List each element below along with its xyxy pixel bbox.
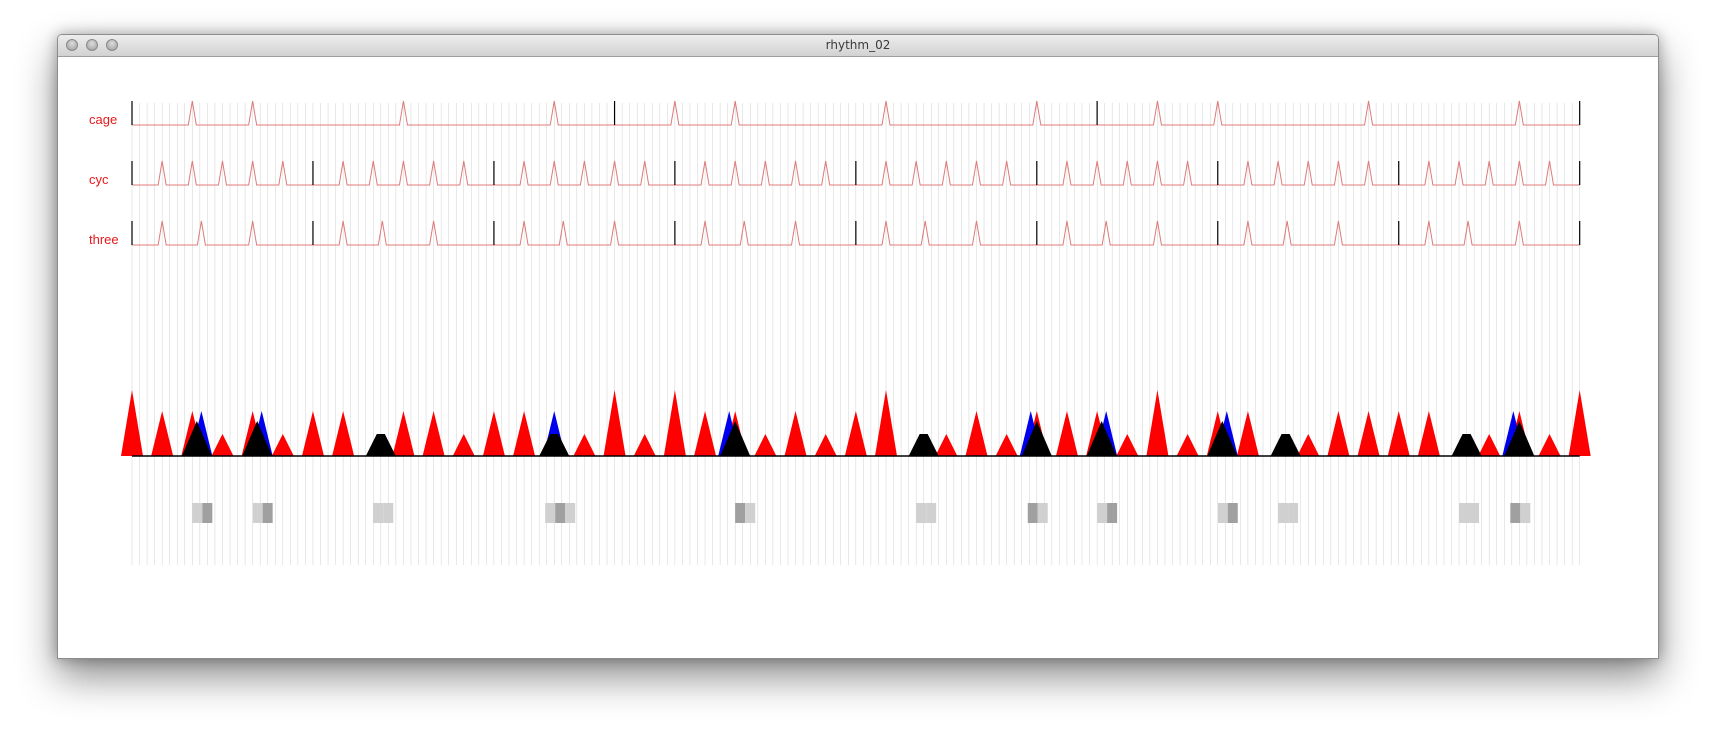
activity-cell xyxy=(1107,503,1118,523)
activity-cell xyxy=(202,503,213,523)
pulse-triangle-red xyxy=(844,411,867,456)
activity-cell xyxy=(1469,503,1480,523)
pulse-triangle-red xyxy=(301,411,324,456)
track-label-three: three xyxy=(89,232,119,247)
activity-cell xyxy=(745,503,756,523)
pulse-triangle-red xyxy=(814,434,837,456)
pulse-triangle-red xyxy=(1116,434,1139,456)
activity-cell xyxy=(555,503,566,523)
pulse-triangle-red xyxy=(271,434,294,456)
activity-cell xyxy=(545,503,556,523)
pulse-triangle-red xyxy=(513,411,536,456)
pulse-triangle-red xyxy=(1327,411,1350,456)
track-label-cage: cage xyxy=(89,112,118,127)
activity-cell xyxy=(735,503,746,523)
activity-cell xyxy=(192,503,203,523)
pulse-triangle-red xyxy=(1357,411,1380,456)
pulse-triangle-red xyxy=(875,390,897,456)
activity-cell xyxy=(383,503,394,523)
pulse-triangle-red xyxy=(482,411,505,456)
minimize-button[interactable] xyxy=(86,39,98,51)
activity-cell xyxy=(1520,503,1531,523)
pulse-triangle-black xyxy=(908,434,939,456)
activity-cell xyxy=(1097,503,1108,523)
pulse-triangle-red xyxy=(935,434,958,456)
pulse-triangle-black xyxy=(365,434,396,456)
activity-cell xyxy=(1459,503,1470,523)
pulse-triangle-red xyxy=(1538,434,1561,456)
zoom-button[interactable] xyxy=(106,39,118,51)
pulse-triangle-black xyxy=(242,421,273,456)
pulse-triangle-red xyxy=(1176,434,1199,456)
pulse-triangle-red xyxy=(1387,411,1410,456)
pulse-triangle-red xyxy=(1568,390,1591,456)
pulse-triangle-black xyxy=(720,421,751,456)
pulse-triangle-black xyxy=(539,434,570,456)
activity-cell xyxy=(1278,503,1289,523)
pulse-triangle-red xyxy=(392,411,415,456)
pulse-triangle-red xyxy=(332,411,355,456)
pulse-triangle-red xyxy=(995,434,1018,456)
pulse-triangle-red xyxy=(633,434,656,456)
close-button[interactable] xyxy=(66,39,78,51)
activity-cell xyxy=(1227,503,1238,523)
pulse-triangle-red xyxy=(573,434,596,456)
pulse-triangle-black xyxy=(181,421,212,456)
pulse-triangle-black xyxy=(1270,434,1301,456)
activity-cell xyxy=(1037,503,1048,523)
pulse-triangle-red xyxy=(754,434,777,456)
pulse-triangle-red xyxy=(603,390,626,456)
activity-cell xyxy=(252,503,263,523)
rhythm-canvas: cage cyc three xyxy=(58,57,1658,658)
pulse-triangle-black xyxy=(1451,434,1482,456)
activity-cell xyxy=(1510,503,1521,523)
activity-cell xyxy=(926,503,937,523)
track-trace-cage xyxy=(132,100,1580,126)
pulse-triangle-black xyxy=(1207,421,1238,456)
track-label-cyc: cyc xyxy=(89,172,109,187)
pulse-triangle-red xyxy=(784,411,807,456)
pulse-triangle-red xyxy=(1146,390,1169,456)
pulse-triangle-red xyxy=(452,434,475,456)
activity-cell xyxy=(1217,503,1228,523)
pulse-triangle-red xyxy=(663,390,686,456)
activity-cell xyxy=(916,503,927,523)
pulse-triangle-black xyxy=(1021,421,1052,456)
pulse-triangle-red xyxy=(1297,434,1320,456)
activity-cell xyxy=(262,503,273,523)
rhythm-visualization xyxy=(121,100,1591,565)
pulse-triangle-red xyxy=(151,411,174,456)
activity-cell xyxy=(373,503,384,523)
window-title: rhythm_02 xyxy=(825,38,891,52)
pulse-triangle-black xyxy=(1504,421,1535,456)
pulse-triangle-red xyxy=(694,411,717,456)
pulse-triangle-red xyxy=(965,411,988,456)
pulse-triangle-red xyxy=(1478,434,1501,456)
pulse-triangle-red xyxy=(211,434,234,456)
pulse-triangle-red xyxy=(1055,411,1078,456)
title-bar[interactable]: rhythm_02 xyxy=(58,35,1658,57)
app-window: rhythm_02 cage cyc three xyxy=(57,34,1659,659)
track-trace-three xyxy=(132,220,1580,246)
activity-cell xyxy=(1288,503,1299,523)
activity-cell xyxy=(565,503,576,523)
pulse-triangle-red xyxy=(422,411,445,456)
pulse-triangle-red xyxy=(121,390,143,456)
pulse-triangle-black xyxy=(1086,421,1117,456)
activity-cell xyxy=(1027,503,1038,523)
pulse-triangle-red xyxy=(1417,411,1440,456)
pulse-triangle-red xyxy=(1236,411,1259,456)
